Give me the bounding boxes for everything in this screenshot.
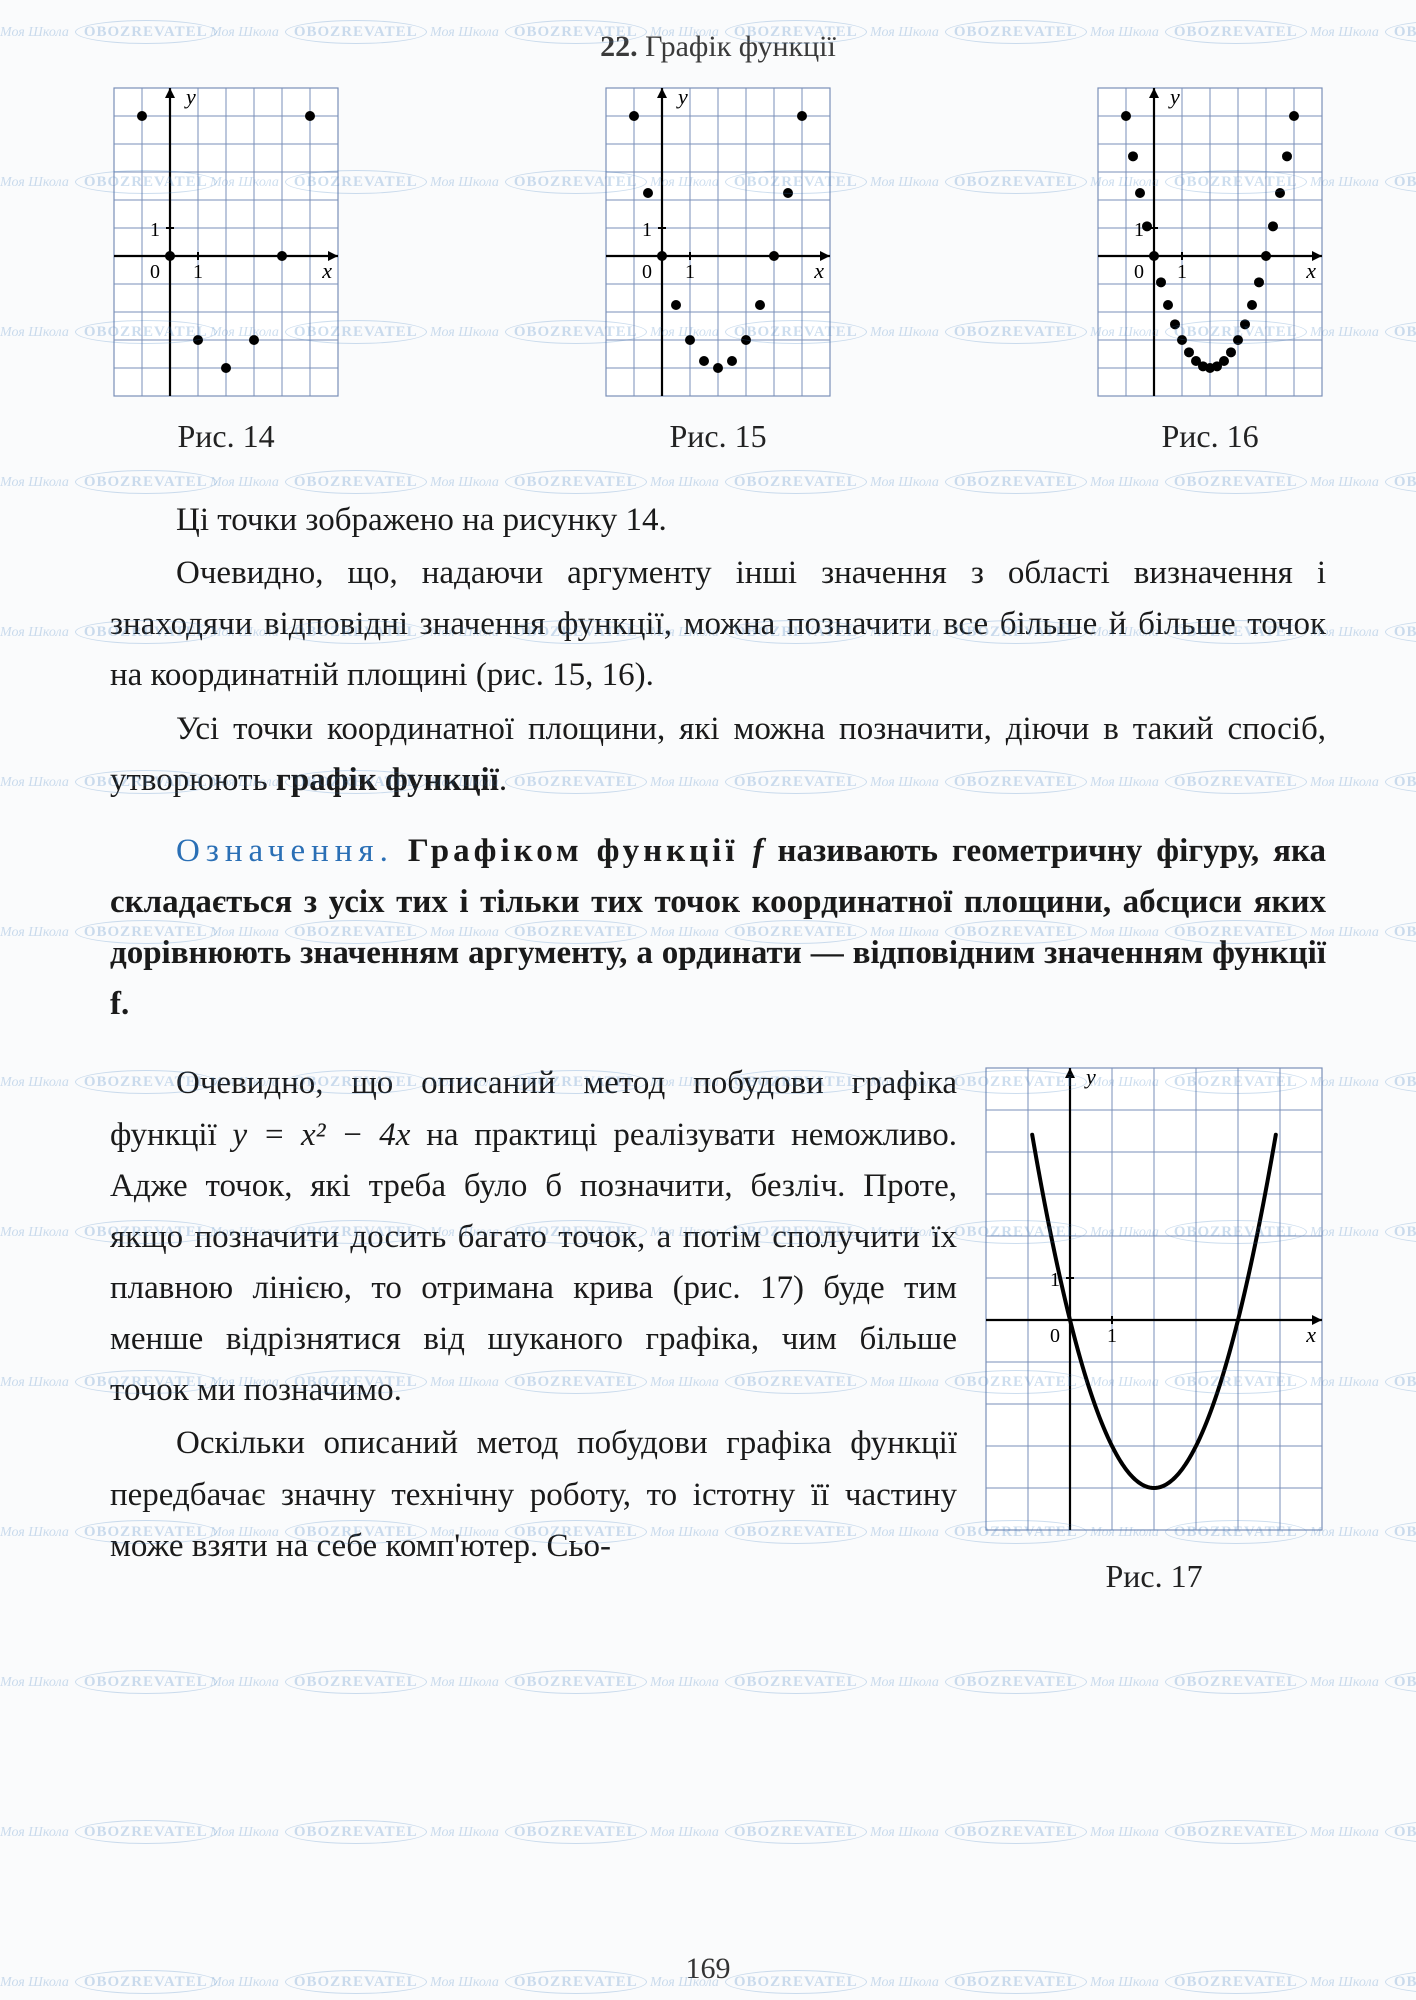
- watermark-icon: Моя Школа OBOZREVATEL: [870, 1820, 1087, 1844]
- page-number: 169: [0, 1952, 1416, 1986]
- caption-fig15: Рис. 15: [669, 418, 766, 455]
- figures-row: y x 0 1 1 Рис. 14 y x 0 1 1 Рис. 15 y x 0 1 1 Рис. 1…: [110, 84, 1326, 455]
- watermark-icon: Моя Школа OBOZREVATEL: [0, 1670, 217, 1694]
- section-header: 22. Графік функції: [110, 30, 1326, 64]
- svg-text:y: y: [1084, 1064, 1096, 1089]
- watermark-icon: Моя Школа OBOZREVATEL: [870, 1670, 1087, 1694]
- caption-fig17: Рис. 17: [1105, 1552, 1202, 1602]
- paragraph-1: Ці точки зображено на рисунку 14.: [110, 495, 1326, 546]
- watermark-icon: Моя Школа OBOZREVATEL: [1310, 470, 1416, 494]
- svg-text:1: 1: [150, 219, 160, 241]
- section-number: 22.: [600, 30, 638, 63]
- svg-text:1: 1: [685, 261, 695, 283]
- textbook-page: 22. Графік функції y x 0 1 1 Рис. 14 y x 0 1 1 Р…: [0, 0, 1416, 2000]
- svg-text:0: 0: [1050, 1325, 1060, 1347]
- watermark-icon: Моя Школа OBOZREVATEL: [430, 1820, 647, 1844]
- svg-text:x: x: [1305, 258, 1316, 283]
- watermark-icon: Моя Школа OBOZREVATEL: [870, 470, 1087, 494]
- figure-15: y x 0 1 1 Рис. 15: [602, 84, 834, 455]
- svg-text:1: 1: [1107, 1325, 1117, 1347]
- chart-fig14: y x 0 1 1: [110, 84, 342, 400]
- watermark-icon: Моя Школа OBOZREVATEL: [0, 1820, 217, 1844]
- watermark-icon: Моя Школа OBOZREVATEL: [650, 1670, 867, 1694]
- watermark-icon: Моя Школа OBOZREVATEL: [210, 1820, 427, 1844]
- svg-text:y: y: [184, 84, 196, 109]
- watermark-icon: Моя Школа OBOZREVATEL: [650, 1820, 867, 1844]
- definition-label: Означення.: [176, 833, 394, 869]
- section-title: Графік функції: [645, 30, 836, 63]
- watermark-icon: Моя Школа OBOZREVATEL: [1310, 1670, 1416, 1694]
- chart-fig16: y x 0 1 1: [1094, 84, 1326, 400]
- figure-17: yx011 Рис. 17: [982, 1064, 1326, 1602]
- paragraph-3: Усі точки координатної площини, які можн…: [110, 704, 1326, 806]
- svg-text:1: 1: [1177, 261, 1187, 283]
- svg-text:x: x: [1305, 1322, 1316, 1347]
- definition: Означення. Графіком функції f називають …: [110, 826, 1326, 1031]
- watermark-icon: Моя Школа OBOZREVATEL: [210, 1670, 427, 1694]
- watermark-icon: Моя Школа OBOZREVATEL: [1090, 470, 1307, 494]
- watermark-icon: Моя Школа OBOZREVATEL: [1090, 1820, 1307, 1844]
- body-text: Ці точки зображено на рисунку 14. Очевид…: [110, 495, 1326, 1602]
- svg-text:1: 1: [193, 261, 203, 283]
- chart-fig17: yx011: [982, 1064, 1326, 1534]
- watermark-icon: Моя Школа OBOZREVATEL: [1090, 1670, 1307, 1694]
- watermark-icon: Моя Школа OBOZREVATEL: [1310, 1820, 1416, 1844]
- svg-text:0: 0: [1134, 261, 1144, 283]
- svg-text:y: y: [676, 84, 688, 109]
- svg-text:1: 1: [642, 219, 652, 241]
- svg-text:1: 1: [1134, 219, 1144, 241]
- svg-text:0: 0: [150, 261, 160, 283]
- chart-fig15: y x 0 1 1: [602, 84, 834, 400]
- figure-14: y x 0 1 1 Рис. 14: [110, 84, 342, 455]
- watermark-icon: Моя Школа OBOZREVATEL: [650, 470, 867, 494]
- svg-text:0: 0: [642, 261, 652, 283]
- paragraph-2: Очевидно, що, надаючи аргументу інші зна…: [110, 548, 1326, 701]
- watermark-icon: Моя Школа OBOZREVATEL: [0, 470, 217, 494]
- watermark-icon: Моя Школа OBOZREVATEL: [430, 470, 647, 494]
- svg-text:y: y: [1168, 84, 1180, 109]
- wrapped-block: yx011 Рис. 17 Очевидно, що описаний мето…: [110, 1058, 1326, 1602]
- watermark-icon: Моя Школа OBOZREVATEL: [430, 1670, 647, 1694]
- caption-fig16: Рис. 16: [1161, 418, 1258, 455]
- svg-text:x: x: [321, 258, 332, 283]
- figure-16: y x 0 1 1 Рис. 16: [1094, 84, 1326, 455]
- watermark-icon: Моя Школа OBOZREVATEL: [210, 470, 427, 494]
- caption-fig14: Рис. 14: [177, 418, 274, 455]
- svg-text:x: x: [813, 258, 824, 283]
